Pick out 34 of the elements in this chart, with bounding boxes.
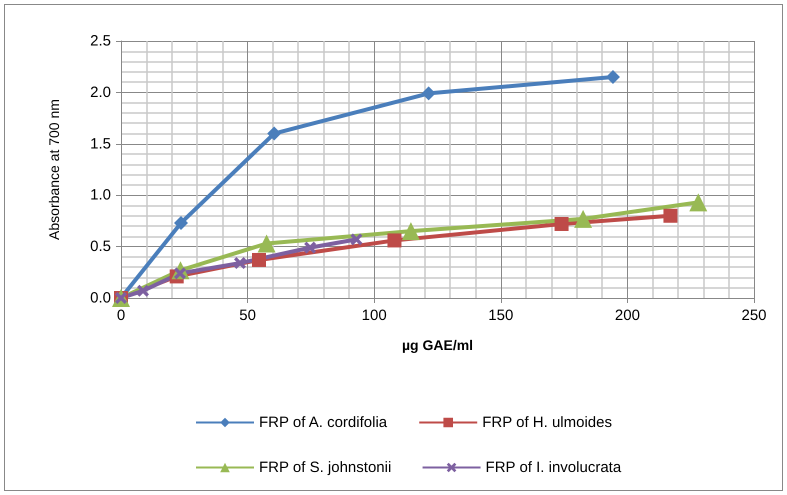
x-tick-label: 0 [116,307,126,324]
x-tick-label: 50 [239,307,256,324]
legend-label: FRP of I. involucrata [486,459,622,476]
point [137,284,150,297]
point [234,257,246,270]
point [663,208,678,223]
y-tick-label: 1.0 [90,186,111,204]
y-tick-label: 2.5 [90,32,111,50]
point [689,193,708,212]
y-tick-label: 1.5 [90,135,111,152]
point [387,233,402,248]
y-axis-title: Absorbance at 700 nm [46,99,62,240]
legend-label: FRP of A. cordifolia [259,414,388,431]
y-tick-label: 0.5 [90,238,111,256]
point [402,222,420,240]
legend-label: FRP of H. ulmoides [482,414,612,431]
y-tick-label: 2.0 [90,84,111,101]
x-tick-label: 250 [741,307,767,324]
legend-label: FRP of S. johnstonii [259,459,392,476]
point [252,252,266,267]
point [554,216,569,231]
point [350,233,362,246]
x-axis-title: µg GAE/ml [402,337,474,353]
point [304,242,316,254]
x-tick-label: 200 [614,307,640,324]
x-tick-label: 150 [488,307,514,324]
point [606,70,620,84]
point [422,86,436,100]
point [267,126,282,141]
point [258,234,276,253]
point [574,210,592,228]
x-tick-label: 100 [362,307,387,324]
point [174,216,188,230]
y-tick-label: 0.0 [90,290,111,306]
